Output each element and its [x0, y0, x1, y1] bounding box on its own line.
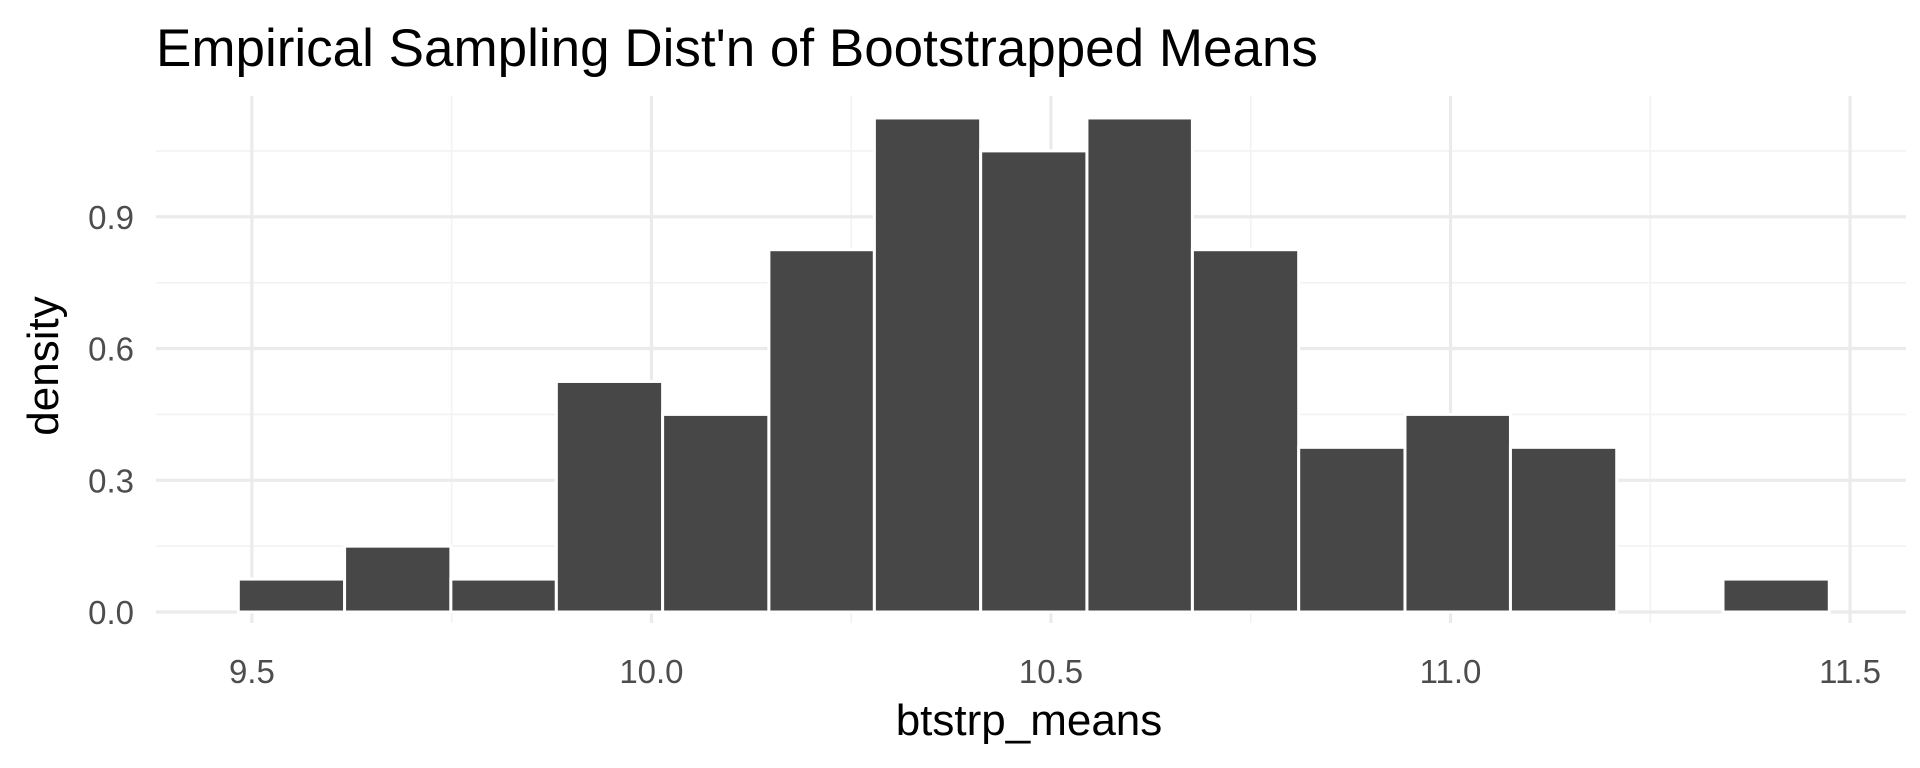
x-tick-label: 9.5 — [229, 653, 275, 690]
histogram-bar — [1085, 116, 1194, 614]
y-tick-label: 0.3 — [88, 462, 134, 499]
histogram-bar — [1508, 445, 1619, 614]
histogram-bar — [343, 544, 453, 614]
x-tick-label: 10.5 — [1019, 653, 1083, 690]
x-tick-label: 10.0 — [619, 653, 683, 690]
histogram-bar — [872, 116, 983, 614]
histogram-bar — [1403, 412, 1512, 614]
y-axis-label: density — [19, 296, 68, 435]
bars-layer — [236, 116, 1831, 614]
x-tick-labels: 9.5 10.0 10.5 11.0 11.5 — [229, 653, 1881, 690]
x-axis-label: btstrp_means — [896, 696, 1163, 745]
histogram-bar — [449, 577, 558, 614]
y-tick-label: 0.9 — [88, 199, 134, 236]
x-tick-label: 11.5 — [1819, 653, 1881, 690]
histogram-bar — [1721, 577, 1831, 614]
y-tick-label: 0.0 — [88, 594, 134, 631]
histogram-bar — [979, 149, 1089, 614]
chart-title: Empirical Sampling Dist'n of Bootstrappe… — [156, 19, 1318, 78]
y-tick-labels: 0.0 0.3 0.6 0.9 — [88, 199, 134, 631]
y-tick-label: 0.6 — [88, 331, 134, 368]
histogram-bar — [661, 412, 771, 614]
histogram-bar — [1297, 445, 1407, 614]
histogram-bar — [554, 379, 665, 614]
histogram-bar — [236, 577, 347, 614]
x-tick-label: 11.0 — [1420, 653, 1482, 690]
histogram-bar — [767, 248, 876, 614]
histogram-bar — [1190, 248, 1301, 614]
